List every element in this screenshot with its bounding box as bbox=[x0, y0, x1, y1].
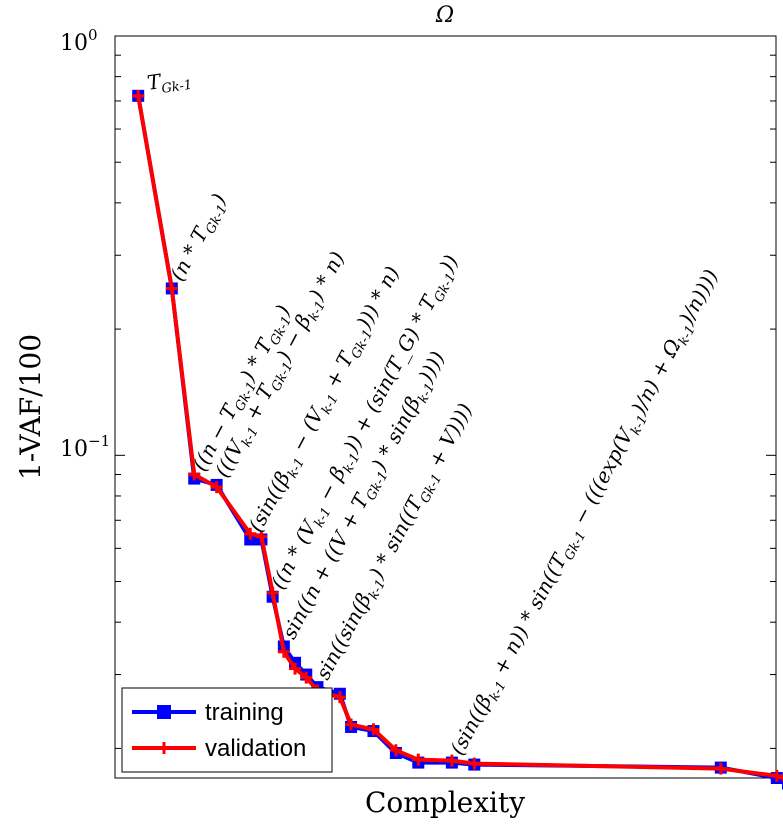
data-point-validation bbox=[714, 762, 727, 775]
x-axis-label: Complexity bbox=[365, 786, 525, 819]
y-tick-label-1: 100 bbox=[60, 26, 98, 56]
data-point-validation bbox=[468, 757, 481, 770]
legend-box bbox=[121, 687, 333, 773]
data-point-validation bbox=[244, 527, 257, 540]
legend-label-training: training bbox=[205, 699, 284, 726]
legend: training validation bbox=[121, 687, 333, 773]
data-point-validation bbox=[445, 754, 458, 767]
data-point-validation bbox=[188, 468, 201, 481]
chart-title: Ω bbox=[435, 3, 454, 28]
plot-area bbox=[114, 35, 777, 779]
data-point-validation bbox=[389, 744, 402, 757]
data-point-validation bbox=[333, 691, 346, 704]
y-tick-labels: 100 10−1 bbox=[60, 26, 110, 462]
data-point-validation bbox=[132, 89, 145, 102]
data-point-validation bbox=[266, 586, 279, 599]
y-tick-label-0-1: 10−1 bbox=[60, 432, 110, 462]
legend-entry-training: training bbox=[132, 699, 284, 726]
data-point-validation bbox=[210, 481, 223, 494]
data-point-validation bbox=[412, 753, 425, 766]
y-axis-label: 1-VAF/100 bbox=[14, 334, 47, 480]
data-point-validation bbox=[770, 769, 783, 782]
data-point-validation bbox=[255, 530, 268, 543]
legend-label-validation: validation bbox=[205, 735, 306, 762]
data-point-validation bbox=[165, 282, 178, 295]
legend-marker-training bbox=[157, 705, 171, 719]
legend-entry-validation: validation bbox=[132, 735, 306, 762]
data-point-validation bbox=[345, 718, 358, 731]
data-point-validation bbox=[277, 645, 290, 658]
data-point-validation bbox=[367, 723, 380, 736]
data-point-validation bbox=[289, 662, 302, 675]
legend-marker-validation bbox=[158, 742, 170, 754]
data-point-validation bbox=[300, 671, 313, 684]
y-ticks bbox=[115, 35, 776, 749]
